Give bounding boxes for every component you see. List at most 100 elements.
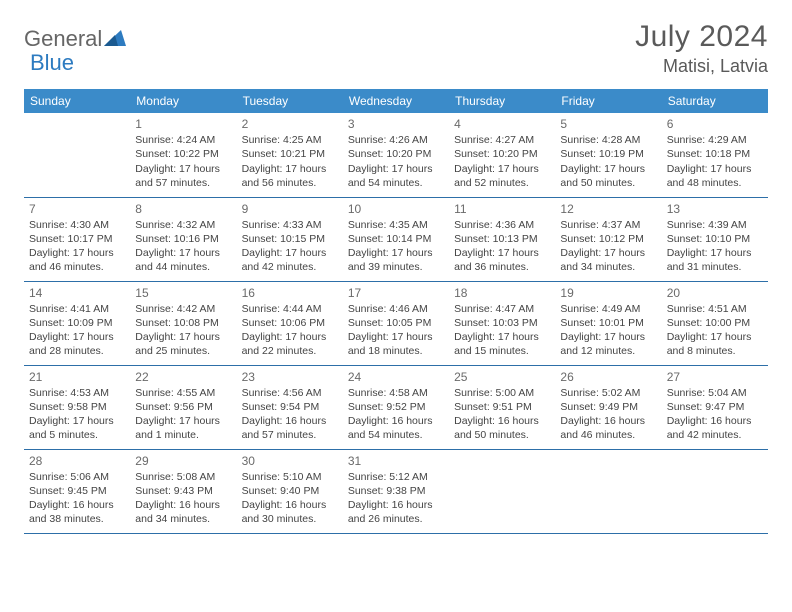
sunrise-text: Sunrise: 4:58 AM xyxy=(348,386,444,400)
day-number: 8 xyxy=(135,201,231,217)
sunrise-text: Sunrise: 4:27 AM xyxy=(454,133,550,147)
calendar-day-cell: 27Sunrise: 5:04 AMSunset: 9:47 PMDayligh… xyxy=(662,365,768,449)
location: Matisi, Latvia xyxy=(635,56,768,77)
day-number: 5 xyxy=(560,116,656,132)
sunrise-text: Sunrise: 4:44 AM xyxy=(242,302,338,316)
daylight-text: Daylight: 17 hours and 46 minutes. xyxy=(29,246,125,274)
sunset-text: Sunset: 10:06 PM xyxy=(242,316,338,330)
day-header: Tuesday xyxy=(237,89,343,113)
sunset-text: Sunset: 10:19 PM xyxy=(560,147,656,161)
calendar-week-row: 14Sunrise: 4:41 AMSunset: 10:09 PMDaylig… xyxy=(24,281,768,365)
calendar-day-cell: 2Sunrise: 4:25 AMSunset: 10:21 PMDayligh… xyxy=(237,113,343,197)
day-number: 21 xyxy=(29,369,125,385)
sunrise-text: Sunrise: 4:25 AM xyxy=(242,133,338,147)
daylight-text: Daylight: 16 hours and 57 minutes. xyxy=(242,414,338,442)
header: General July 2024 Matisi, Latvia xyxy=(24,20,768,77)
sunrise-text: Sunrise: 4:46 AM xyxy=(348,302,444,316)
day-number: 11 xyxy=(454,201,550,217)
day-number: 18 xyxy=(454,285,550,301)
daylight-text: Daylight: 17 hours and 54 minutes. xyxy=(348,162,444,190)
day-number: 13 xyxy=(667,201,763,217)
daylight-text: Daylight: 17 hours and 5 minutes. xyxy=(29,414,125,442)
sunset-text: Sunset: 10:05 PM xyxy=(348,316,444,330)
calendar-day-cell: 30Sunrise: 5:10 AMSunset: 9:40 PMDayligh… xyxy=(237,449,343,533)
sunset-text: Sunset: 10:17 PM xyxy=(29,232,125,246)
calendar-day-cell: 26Sunrise: 5:02 AMSunset: 9:49 PMDayligh… xyxy=(555,365,661,449)
daylight-text: Daylight: 17 hours and 48 minutes. xyxy=(667,162,763,190)
logo-line2: Blue xyxy=(30,44,74,76)
daylight-text: Daylight: 17 hours and 52 minutes. xyxy=(454,162,550,190)
daylight-text: Daylight: 17 hours and 42 minutes. xyxy=(242,246,338,274)
day-number: 30 xyxy=(242,453,338,469)
daylight-text: Daylight: 16 hours and 34 minutes. xyxy=(135,498,231,526)
calendar-day-cell xyxy=(555,449,661,533)
day-number: 26 xyxy=(560,369,656,385)
daylight-text: Daylight: 17 hours and 34 minutes. xyxy=(560,246,656,274)
calendar-day-cell: 11Sunrise: 4:36 AMSunset: 10:13 PMDaylig… xyxy=(449,197,555,281)
daylight-text: Daylight: 17 hours and 44 minutes. xyxy=(135,246,231,274)
title-block: July 2024 Matisi, Latvia xyxy=(635,20,768,77)
calendar-day-cell: 12Sunrise: 4:37 AMSunset: 10:12 PMDaylig… xyxy=(555,197,661,281)
day-number: 25 xyxy=(454,369,550,385)
sunrise-text: Sunrise: 5:10 AM xyxy=(242,470,338,484)
calendar-week-row: 28Sunrise: 5:06 AMSunset: 9:45 PMDayligh… xyxy=(24,449,768,533)
sunrise-text: Sunrise: 4:36 AM xyxy=(454,218,550,232)
sunset-text: Sunset: 9:54 PM xyxy=(242,400,338,414)
calendar-day-cell: 31Sunrise: 5:12 AMSunset: 9:38 PMDayligh… xyxy=(343,449,449,533)
day-header: Wednesday xyxy=(343,89,449,113)
calendar-day-cell: 13Sunrise: 4:39 AMSunset: 10:10 PMDaylig… xyxy=(662,197,768,281)
calendar-week-row: 21Sunrise: 4:53 AMSunset: 9:58 PMDayligh… xyxy=(24,365,768,449)
day-number: 16 xyxy=(242,285,338,301)
calendar-day-cell: 20Sunrise: 4:51 AMSunset: 10:00 PMDaylig… xyxy=(662,281,768,365)
calendar-body: 1Sunrise: 4:24 AMSunset: 10:22 PMDayligh… xyxy=(24,113,768,533)
day-number: 3 xyxy=(348,116,444,132)
day-number: 2 xyxy=(242,116,338,132)
logo-text-2: Blue xyxy=(30,50,74,76)
sunrise-text: Sunrise: 4:26 AM xyxy=(348,133,444,147)
sunrise-text: Sunrise: 4:32 AM xyxy=(135,218,231,232)
sunset-text: Sunset: 9:56 PM xyxy=(135,400,231,414)
sunset-text: Sunset: 9:47 PM xyxy=(667,400,763,414)
sunset-text: Sunset: 10:18 PM xyxy=(667,147,763,161)
day-header: Monday xyxy=(130,89,236,113)
daylight-text: Daylight: 17 hours and 31 minutes. xyxy=(667,246,763,274)
daylight-text: Daylight: 17 hours and 28 minutes. xyxy=(29,330,125,358)
sunset-text: Sunset: 9:40 PM xyxy=(242,484,338,498)
calendar-day-cell: 4Sunrise: 4:27 AMSunset: 10:20 PMDayligh… xyxy=(449,113,555,197)
sunrise-text: Sunrise: 4:29 AM xyxy=(667,133,763,147)
daylight-text: Daylight: 17 hours and 8 minutes. xyxy=(667,330,763,358)
sunset-text: Sunset: 10:03 PM xyxy=(454,316,550,330)
daylight-text: Daylight: 16 hours and 30 minutes. xyxy=(242,498,338,526)
day-number: 7 xyxy=(29,201,125,217)
day-number: 4 xyxy=(454,116,550,132)
month-title: July 2024 xyxy=(635,20,768,54)
calendar-page: General July 2024 Matisi, Latvia Blue Su… xyxy=(0,0,792,554)
day-number: 9 xyxy=(242,201,338,217)
day-number: 14 xyxy=(29,285,125,301)
sunset-text: Sunset: 9:51 PM xyxy=(454,400,550,414)
sunrise-text: Sunrise: 5:12 AM xyxy=(348,470,444,484)
calendar-day-cell: 24Sunrise: 4:58 AMSunset: 9:52 PMDayligh… xyxy=(343,365,449,449)
daylight-text: Daylight: 17 hours and 15 minutes. xyxy=(454,330,550,358)
day-header: Saturday xyxy=(662,89,768,113)
day-header: Sunday xyxy=(24,89,130,113)
calendar-week-row: 7Sunrise: 4:30 AMSunset: 10:17 PMDayligh… xyxy=(24,197,768,281)
sunset-text: Sunset: 10:22 PM xyxy=(135,147,231,161)
daylight-text: Daylight: 17 hours and 18 minutes. xyxy=(348,330,444,358)
calendar-day-cell: 17Sunrise: 4:46 AMSunset: 10:05 PMDaylig… xyxy=(343,281,449,365)
calendar-day-cell: 25Sunrise: 5:00 AMSunset: 9:51 PMDayligh… xyxy=(449,365,555,449)
sunrise-text: Sunrise: 4:53 AM xyxy=(29,386,125,400)
day-number: 27 xyxy=(667,369,763,385)
sunset-text: Sunset: 10:15 PM xyxy=(242,232,338,246)
sunset-text: Sunset: 10:09 PM xyxy=(29,316,125,330)
sunrise-text: Sunrise: 4:41 AM xyxy=(29,302,125,316)
sunset-text: Sunset: 9:43 PM xyxy=(135,484,231,498)
sunset-text: Sunset: 10:20 PM xyxy=(348,147,444,161)
sunset-text: Sunset: 10:16 PM xyxy=(135,232,231,246)
sunrise-text: Sunrise: 4:28 AM xyxy=(560,133,656,147)
calendar-day-cell: 6Sunrise: 4:29 AMSunset: 10:18 PMDayligh… xyxy=(662,113,768,197)
sunset-text: Sunset: 10:01 PM xyxy=(560,316,656,330)
calendar-day-cell: 16Sunrise: 4:44 AMSunset: 10:06 PMDaylig… xyxy=(237,281,343,365)
day-number: 15 xyxy=(135,285,231,301)
day-number: 1 xyxy=(135,116,231,132)
